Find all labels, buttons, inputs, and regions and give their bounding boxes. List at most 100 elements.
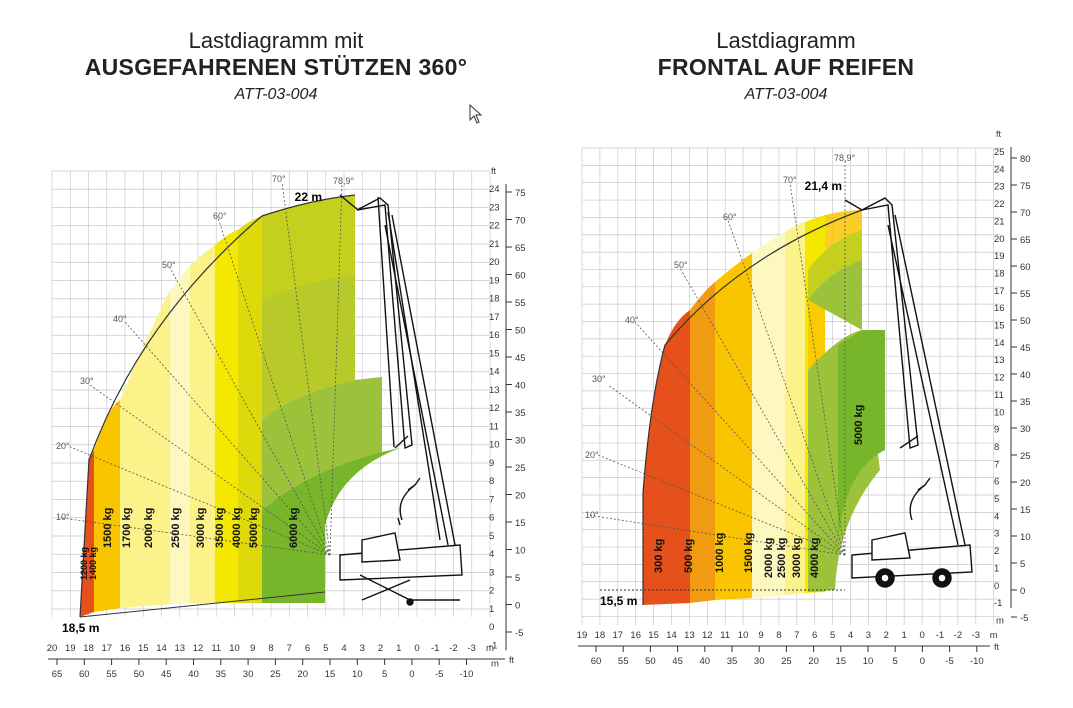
load-capacity-label: 4000 kg — [809, 538, 821, 578]
load-capacity-label: 2000 kg — [763, 538, 775, 578]
y-tick-ft: 60 — [1020, 262, 1031, 273]
left-title-line2: AUSGEFAHRENEN STÜTZEN 360° — [84, 54, 468, 80]
y-tick-ft: 50 — [515, 326, 526, 337]
x-tick-ft: 20 — [297, 669, 308, 680]
left-zone-5000kg — [262, 377, 382, 510]
y-tick-ft: 25 — [1020, 451, 1031, 462]
x-tick-m: 8 — [776, 630, 781, 641]
load-capacity-label: 3000 kg — [195, 508, 207, 548]
load-capacity-label: 2500 kg — [776, 538, 788, 578]
x-tick-m: 2 — [884, 630, 889, 641]
left-angle-labels: 10° 20° 30° 40° 50° 60° 70° 78,9° — [56, 174, 355, 522]
x-tick-m: -2 — [954, 630, 962, 641]
y-tick-m: 20 — [489, 257, 500, 268]
right-zone-5000kg — [838, 330, 885, 540]
x-tick-ft: 5 — [893, 656, 898, 667]
x-tick-ft: 35 — [216, 669, 227, 680]
y-tick-m: -1 — [489, 640, 497, 651]
y-tick-m: 17 — [994, 286, 1005, 297]
y-tick-m: 5 — [994, 494, 999, 505]
y-tick-ft: 35 — [515, 408, 526, 419]
right-max-height-label: 21,4 m — [805, 179, 842, 193]
right-telehandler-drawing — [844, 197, 973, 588]
x-tick-ft: 55 — [106, 669, 117, 680]
y-tick-m: 18 — [489, 294, 500, 305]
left-angle-lines — [61, 181, 343, 556]
x-tick-m: 18 — [595, 630, 606, 641]
right-load-labels: 300 kg 500 kg 1000 kg 1500 kg 2000 kg 2500 kg… — [653, 405, 865, 578]
x-tick-m: 11 — [720, 630, 730, 641]
y-tick-m: 14 — [489, 367, 500, 378]
load-capacity-label: 4000 kg — [231, 508, 243, 548]
y-tick-ft: 10 — [515, 546, 526, 557]
y-tick-ft: 40 — [515, 381, 526, 392]
y-tick-ft: 75 — [1020, 181, 1031, 192]
angle-label: 78,9° — [333, 176, 355, 186]
y-tick-ft: 45 — [515, 353, 526, 364]
x-tick-m: 1 — [902, 630, 907, 641]
right-title-line2: FRONTAL AUF REIFEN — [657, 54, 915, 80]
x-tick-ft: -5 — [435, 669, 443, 680]
y-tick-m: 2 — [489, 586, 494, 597]
y-tick-ft: 75 — [515, 188, 526, 199]
y-tick-ft: 70 — [1020, 208, 1031, 219]
y-tick-m: 12 — [489, 403, 500, 414]
x-unit-m: m — [990, 630, 998, 641]
y-tick-m: 1 — [994, 563, 999, 574]
y-tick-ft: 65 — [1020, 235, 1031, 246]
right-max-reach-label: 15,5 m — [600, 594, 637, 608]
y-tick-m: 22 — [489, 221, 500, 232]
y-tick-m: 16 — [489, 330, 500, 341]
x-tick-m: 7 — [794, 630, 799, 641]
right-zone-300kg — [643, 310, 690, 605]
x-tick-ft: 20 — [808, 656, 819, 667]
x-tick-m: 5 — [323, 643, 328, 654]
y-tick-m: 6 — [994, 477, 999, 488]
x-tick-m: 19 — [577, 630, 588, 641]
x-tick-m: 17 — [613, 630, 624, 641]
y-tick-m: 10 — [994, 407, 1005, 418]
y-tick-ft: 55 — [1020, 289, 1031, 300]
y-tick-m: 24 — [489, 184, 500, 195]
y-tick-ft: 5 — [1020, 559, 1025, 570]
x-tick-ft: 45 — [672, 656, 683, 667]
x-tick-ft: -10 — [970, 656, 984, 667]
load-capacity-label: 1700 kg — [121, 508, 133, 548]
left-envelope-outline — [79, 194, 356, 618]
x-tick-ft: 0 — [409, 669, 414, 680]
y-tick-m: 11 — [489, 421, 499, 432]
y-tick-m: 24 — [994, 164, 1005, 175]
y-tick-m: 16 — [994, 303, 1005, 314]
y-tick-m: 13 — [489, 385, 500, 396]
left-telehandler-drawing — [339, 194, 463, 606]
mouse-cursor-icon — [469, 104, 483, 124]
left-zone-5000kg-mid — [262, 275, 355, 420]
y-tick-m: 9 — [994, 425, 999, 436]
x-tick-m: 3 — [360, 643, 365, 654]
x-tick-ft: 45 — [161, 669, 172, 680]
left-zone-6000kg — [262, 448, 400, 603]
x-tick-m: -3 — [468, 643, 476, 654]
y-tick-ft: -5 — [515, 628, 523, 639]
left-load-labels: 1200 kg 1400 kg 1500 kg 1700 kg 2000 kg 2500 … — [79, 508, 300, 580]
x-tick-m: 13 — [684, 630, 695, 641]
x-tick-m: -3 — [972, 630, 980, 641]
angle-label: 78,9° — [834, 153, 856, 163]
y-tick-ft: -5 — [1020, 613, 1028, 624]
right-angle-labels: 10° 20° 30° 40° 50° 60° 70° 78,9° — [585, 153, 856, 520]
x-tick-ft: -10 — [460, 669, 474, 680]
x-tick-m: 19 — [65, 643, 76, 654]
x-tick-m: 8 — [268, 643, 273, 654]
x-tick-ft: 25 — [781, 656, 792, 667]
load-capacity-label: 2500 kg — [170, 508, 182, 548]
x-tick-ft: 15 — [325, 669, 336, 680]
angle-label: 60° — [723, 212, 737, 222]
y-tick-ft: 70 — [515, 216, 526, 227]
angle-label: 30° — [592, 374, 606, 384]
left-max-reach-label: 18,5 m — [62, 621, 99, 635]
load-capacity-label: 3000 kg — [791, 538, 803, 578]
right-load-chart: 10° 20° 30° 40° 50° 60° 70° 78,9° 300 kg 500 kg 1… — [577, 129, 1031, 667]
y-tick-m: 14 — [994, 338, 1005, 349]
right-angle-lines — [587, 160, 846, 556]
x-tick-m: 6 — [812, 630, 817, 641]
